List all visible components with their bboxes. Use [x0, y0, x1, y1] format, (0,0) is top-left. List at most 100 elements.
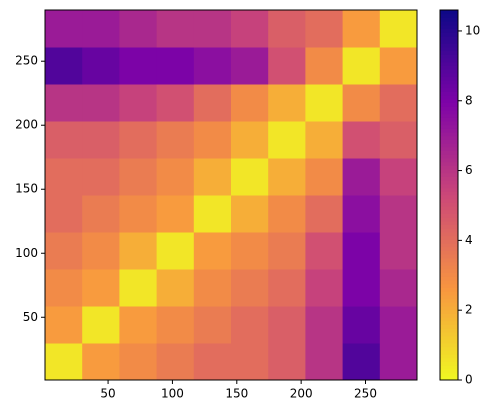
heatmap-cell — [268, 343, 306, 381]
plot-frame — [44, 9, 418, 381]
heatmap-cell — [82, 306, 120, 344]
colorbar-segment — [440, 65, 458, 70]
heatmap-cell — [193, 121, 232, 159]
colorbar-segment — [440, 117, 458, 122]
colorbar-segment — [440, 58, 458, 63]
colorbar-segment — [440, 187, 458, 192]
heatmap-cell — [379, 10, 418, 48]
colorbar-segment — [440, 368, 458, 374]
colorbar-segment — [440, 243, 458, 248]
heatmap-cell — [82, 269, 120, 307]
colorbar-segment — [440, 265, 458, 270]
heatmap-cell — [45, 343, 83, 381]
colorbar-segment — [440, 346, 458, 351]
heatmap-cell — [342, 306, 381, 344]
colorbar-segment — [440, 161, 458, 166]
heatmap-cell — [119, 232, 158, 270]
heatmap-cell — [231, 47, 269, 85]
colorbar-segment — [440, 232, 458, 237]
heatmap-cell — [379, 195, 418, 233]
heatmap-cell — [231, 84, 269, 122]
heatmap-cell — [119, 269, 158, 307]
colorbar-segment — [440, 91, 458, 96]
heatmap-cell — [268, 195, 306, 233]
colorbar-tick-label: 6 — [465, 163, 473, 177]
colorbar-segment — [440, 32, 458, 37]
heatmap-cell — [45, 306, 83, 344]
heatmap-cell — [156, 158, 195, 196]
colorbar-segment — [440, 365, 458, 370]
colorbar-segment — [440, 84, 458, 89]
colorbar-segment — [440, 339, 458, 344]
heatmap-cell — [119, 84, 158, 122]
heatmap-cell — [193, 158, 232, 196]
heatmap-cell — [193, 47, 232, 85]
colorbar-segment — [440, 35, 458, 41]
heatmap-cell — [193, 343, 232, 381]
heatmap-cell — [45, 84, 83, 122]
heatmap-cell — [342, 158, 381, 196]
heatmap-cell — [231, 343, 269, 381]
colorbar-tick-label: 10 — [465, 23, 480, 37]
heatmap-cell — [156, 121, 195, 159]
heatmap-cell — [119, 47, 158, 85]
heatmap-cell — [268, 269, 306, 307]
colorbar-segment — [440, 72, 458, 78]
x-tick-label: 50 — [100, 387, 115, 401]
heatmap-cell — [82, 158, 120, 196]
y-tick-label: 200 — [15, 118, 38, 132]
heatmap-cell — [45, 121, 83, 159]
colorbar-segment — [440, 24, 458, 29]
colorbar-segment — [440, 128, 458, 133]
colorbar-segment — [440, 135, 458, 140]
colorbar-segment — [440, 28, 458, 33]
colorbar-segment — [440, 169, 458, 174]
heatmap-cell — [268, 158, 306, 196]
x-tick-label: 250 — [354, 387, 377, 401]
heatmap-cell — [45, 195, 83, 233]
colorbar-segment — [440, 43, 458, 48]
heatmap-cell — [156, 195, 195, 233]
heatmap-cell — [156, 84, 195, 122]
colorbar-segment — [440, 198, 458, 203]
heatmap-cell — [156, 306, 195, 344]
colorbar-segment — [440, 165, 458, 170]
heatmap-cell — [156, 232, 195, 270]
y-tick-label: 150 — [15, 182, 38, 196]
colorbar-segment — [440, 283, 458, 288]
heatmap-cell — [45, 269, 83, 307]
colorbar-segment — [440, 228, 458, 233]
colorbar-segment — [440, 61, 458, 66]
heatmap-cell — [231, 195, 269, 233]
colorbar-segment — [440, 250, 458, 255]
heatmap-cell — [305, 343, 344, 381]
colorbar-segment — [440, 309, 458, 314]
x-tick-label: 200 — [290, 387, 313, 401]
heatmap-cell — [379, 343, 418, 381]
colorbar-segment — [440, 257, 458, 263]
colorbar-segment — [440, 298, 458, 303]
heatmap-cell — [45, 232, 83, 270]
heatmap-cell — [268, 306, 306, 344]
colorbar-segment — [440, 350, 458, 355]
heatmap-cell — [305, 10, 344, 48]
colorbar-segment — [440, 361, 458, 366]
heatmap-cell — [305, 306, 344, 344]
colorbar-segment — [440, 335, 458, 340]
heatmap-cell — [82, 232, 120, 270]
colorbar-segment — [440, 320, 458, 325]
heatmap-cell — [193, 10, 232, 48]
heatmap-cell — [305, 195, 344, 233]
heatmap-cell — [119, 343, 158, 381]
heatmap-cell — [305, 47, 344, 85]
heatmap-cell — [231, 306, 269, 344]
colorbar-segment — [440, 331, 458, 337]
heatmap-cell — [119, 195, 158, 233]
colorbar-segment — [440, 113, 458, 118]
heatmap-cell — [45, 158, 83, 196]
heatmap-cell — [82, 84, 120, 122]
heatmap-cell — [231, 232, 269, 270]
colorbar-segment — [440, 191, 458, 196]
heatmap-cell — [342, 121, 381, 159]
colorbar-segment — [440, 98, 458, 103]
